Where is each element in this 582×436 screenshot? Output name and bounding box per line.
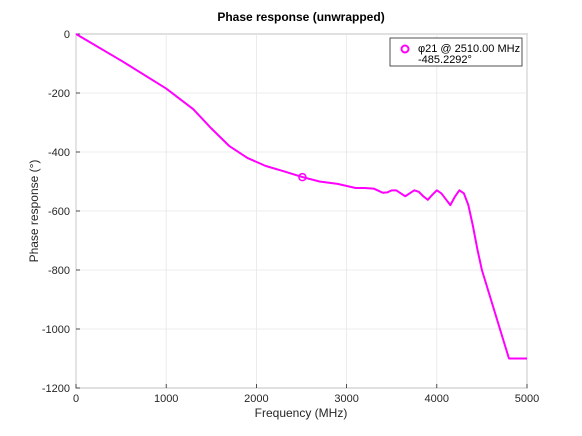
y-tick-label: -200 — [48, 88, 70, 100]
data-point-marker — [298, 172, 307, 182]
phase-series-line — [75, 33, 527, 360]
legend-entry-2: -485.2292° — [418, 54, 472, 66]
x-tick-label: 0 — [73, 393, 79, 405]
x-tick-label: 3000 — [334, 393, 358, 405]
x-tick-label: 2000 — [244, 393, 268, 405]
legend-entry-1: φ21 @ 2510.00 MHz — [418, 43, 520, 55]
y-tick-label: 0 — [64, 29, 70, 41]
y-axis-label: Phase response (°) — [27, 160, 41, 263]
y-tick-label: -1200 — [42, 383, 70, 395]
series-layer — [75, 33, 527, 360]
ticks: 0 1000 2000 3000 4000 5000 0 -200 -400 -600 -800 -1… — [42, 29, 539, 405]
y-tick-label: -1000 — [42, 324, 70, 336]
y-tick-label: -400 — [48, 147, 70, 159]
x-axis-label: Frequency (MHz) — [255, 406, 348, 420]
y-tick-label: -800 — [48, 265, 70, 277]
legend: φ21 @ 2510.00 MHz -485.2292° — [389, 37, 523, 67]
x-tick-label: 5000 — [515, 393, 539, 405]
legend-box — [389, 37, 523, 67]
x-tick-label: 1000 — [154, 393, 178, 405]
y-tick-label: -600 — [48, 206, 70, 218]
x-tick-label: 4000 — [425, 393, 449, 405]
chart-title: Phase response (unwrapped) — [217, 10, 384, 24]
legend-marker-icon — [400, 44, 410, 54]
